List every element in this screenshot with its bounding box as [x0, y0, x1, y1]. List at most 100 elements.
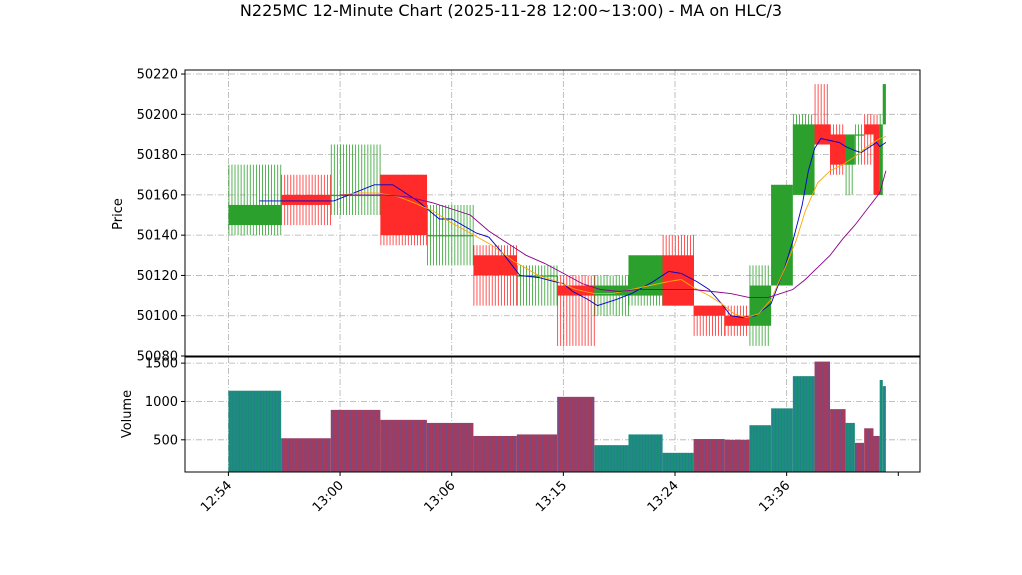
candle-body	[882, 84, 886, 125]
volume-tick-label: 500	[153, 433, 178, 448]
volume-tick-label: 1500	[145, 357, 178, 372]
candle	[473, 245, 518, 306]
volume-bar	[854, 442, 865, 472]
candle-body	[879, 124, 883, 195]
candle-body	[771, 184, 793, 286]
volume-bar	[845, 422, 855, 472]
price-tick-label: 50220	[137, 68, 178, 83]
ma-line-ma-fast	[259, 137, 887, 319]
volume-bar	[693, 439, 725, 472]
volume-bar	[426, 422, 474, 472]
price-tick-label: 50080	[137, 350, 178, 365]
price-tick-label: 50180	[137, 148, 178, 163]
candle-body	[814, 124, 831, 145]
volume-bar	[771, 408, 793, 472]
time-axis: 12:54 13:00 13:06 13:15 13:24 13:36	[198, 472, 899, 515]
candle	[771, 184, 793, 286]
volume-bar-body	[228, 390, 282, 472]
price-tick-label: 50120	[137, 269, 178, 284]
price-grid	[185, 70, 920, 357]
candle	[693, 305, 726, 336]
volume-bar	[830, 409, 846, 472]
volume-tick-label: 1000	[145, 395, 178, 410]
volume-bar-body	[594, 445, 629, 472]
volume-bar	[281, 438, 331, 472]
time-tick-label: 13:36	[756, 478, 793, 515]
candle-body	[854, 134, 865, 136]
candle	[882, 84, 886, 125]
candle	[792, 114, 815, 195]
ma-line-ma-mid	[340, 136, 887, 319]
axes-frames	[184, 69, 921, 473]
candle	[516, 265, 558, 306]
candle	[724, 305, 750, 336]
price-panel-frame	[184, 69, 921, 357]
volume-panel-frame	[184, 356, 921, 473]
volume-bar	[864, 428, 874, 472]
candle-body	[830, 134, 846, 165]
candle-body	[426, 235, 474, 237]
volume-bar	[594, 445, 629, 472]
volume-bar-body	[557, 396, 595, 472]
volume-bar	[879, 380, 883, 472]
volume-bar	[228, 390, 282, 472]
candle	[380, 174, 428, 246]
time-tick-label: 13:15	[533, 478, 570, 515]
candles	[228, 84, 886, 346]
time-tick-label: 13:24	[645, 478, 682, 515]
volume-bar	[814, 361, 831, 472]
volume-axis: 500 1000 1500	[145, 357, 185, 448]
candle	[830, 124, 846, 175]
candle	[628, 255, 663, 306]
candle	[749, 265, 772, 346]
price-tick-label: 50200	[137, 108, 178, 123]
volume-bar	[882, 386, 886, 472]
chart-title: N225MC 12-Minute Chart (2025-11-28 12:00…	[239, 1, 783, 20]
candle	[281, 174, 331, 226]
candle	[845, 134, 855, 195]
candle	[330, 144, 381, 216]
volume-bar	[792, 376, 815, 472]
candle-body	[864, 124, 874, 135]
price-axis-label: Price	[111, 198, 126, 230]
candle	[864, 114, 874, 165]
volume-bar	[724, 439, 750, 472]
volume-bar	[516, 434, 558, 472]
candle	[879, 114, 883, 195]
volume-bar-body	[380, 419, 427, 472]
volume-bar-body	[426, 422, 474, 472]
time-tick-label: 13:00	[310, 478, 347, 515]
candle	[228, 164, 282, 236]
volume-bar	[628, 434, 663, 472]
candle	[662, 235, 694, 306]
time-tick-label: 12:54	[198, 478, 235, 515]
candle	[873, 114, 880, 195]
price-axis: 50080 50100 50120 50140 50160 50180 50200 50220	[137, 68, 185, 365]
candle	[594, 275, 629, 316]
volume-bar-body	[628, 434, 663, 472]
candle-body	[516, 275, 558, 277]
volume-bar-body	[873, 435, 880, 472]
ma-line-ma-slow	[340, 170, 887, 299]
volume-axis-label: Volume	[120, 390, 135, 438]
volume-bar-body	[473, 435, 517, 472]
price-tick-label: 50160	[137, 188, 178, 203]
candle-body	[792, 124, 815, 195]
volume-bar	[662, 452, 694, 472]
candle-body	[228, 204, 282, 226]
price-tick-label: 50140	[137, 229, 178, 244]
volume-bar	[330, 409, 381, 472]
volume-bar	[473, 435, 517, 472]
candle-body	[873, 124, 880, 195]
volume-bar-body	[724, 439, 750, 472]
price-tick-label: 50100	[137, 309, 178, 324]
moving-average-lines	[259, 136, 887, 319]
volume-bar	[557, 396, 595, 472]
candle	[854, 124, 865, 165]
volume-bars	[228, 361, 886, 472]
volume-bar	[749, 425, 772, 472]
time-tick-label: 13:06	[421, 478, 458, 515]
volume-bar-body	[516, 434, 558, 472]
